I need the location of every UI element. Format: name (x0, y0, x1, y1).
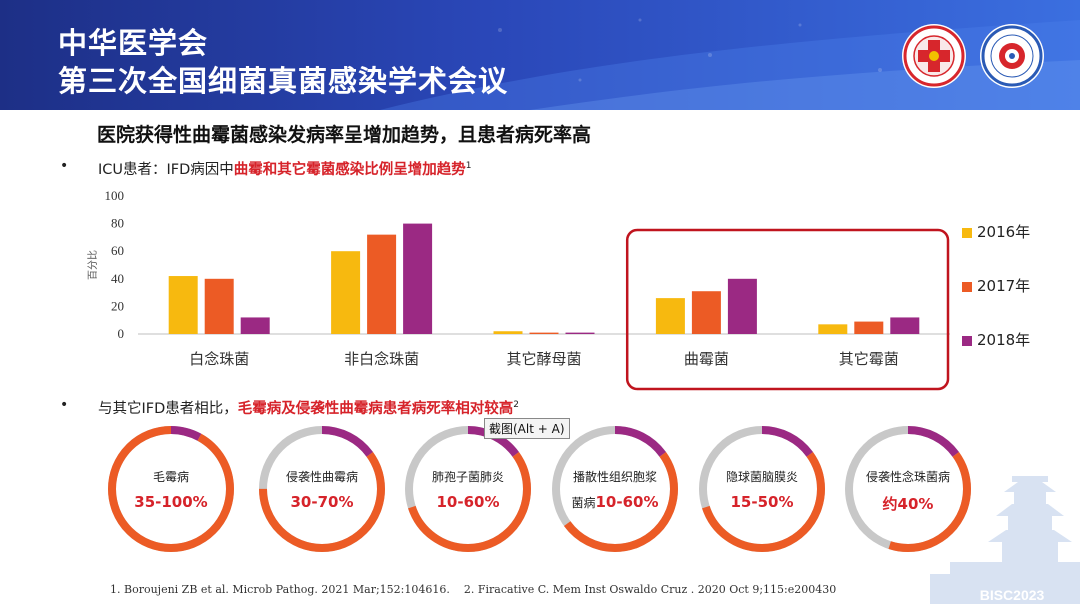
slide-subtitle: 医院获得性曲霉菌感染发病率呈增加趋势，且患者病死率高 (97, 124, 592, 146)
bullet-2: • (60, 397, 69, 413)
bar (691, 291, 721, 334)
conference-seal-logo (980, 24, 1044, 88)
mortality-ring-2: 侵袭性曲霉病 30-70% (253, 423, 391, 556)
ring-label: 播散性组织胞浆 (572, 470, 657, 484)
ring-value: 15-50% (730, 493, 794, 511)
reference-1: 1. Boroujeni ZB et al. Microb Pathog. 20… (110, 583, 450, 596)
temple-of-heaven-watermark: BISC2023 (930, 476, 1080, 604)
bar (403, 223, 433, 334)
ring-chart (259, 426, 385, 552)
bar (565, 332, 595, 334)
mortality-ring-4: 播散性组织胞浆 菌病10-60% (546, 423, 684, 556)
bar (890, 317, 920, 334)
mortality-ring-1: 毛霉病 35-100% (102, 423, 240, 556)
ring-arc-purple (552, 426, 678, 552)
bullet-text-2: 与其它IFD患者相比，毛霉病及侵袭性曲霉病患者病死率相对较高2 (98, 397, 519, 418)
ring-label: 毛霉病 (152, 470, 189, 484)
legend-item-2018: 2018年 (962, 329, 1030, 350)
x-tick-label: 非白念珠菌 (344, 350, 419, 368)
y-tick-label: 100 (105, 188, 125, 203)
ring-label-line2: 菌病 (571, 496, 596, 510)
bar (240, 317, 270, 334)
bullet-text-1-ref: 1 (465, 161, 472, 172)
watermark-text: BISC2023 (980, 587, 1045, 603)
references: 1. Boroujeni ZB et al. Microb Pathog. 20… (110, 583, 850, 596)
ring-value: 约40% (882, 495, 934, 513)
y-tick-label: 20 (111, 298, 124, 313)
bar (854, 321, 884, 334)
ring-arc-orange (699, 426, 825, 552)
ring-value: 35-100% (134, 493, 208, 511)
bullet-text-1-prefix: ICU患者：IFD病因中 (98, 162, 234, 178)
legend-swatch-2016 (962, 227, 972, 238)
bar (727, 278, 757, 334)
highlight-box (625, 228, 950, 391)
bar (818, 324, 848, 334)
bullet-1: • (60, 158, 69, 174)
x-tick-label: 其它酵母菌 (506, 350, 581, 368)
ring-arc-purple (259, 426, 385, 552)
ring-chart (108, 426, 234, 552)
y-tick-label: 80 (111, 216, 124, 231)
ring-label: 侵袭性念珠菌病 (865, 470, 950, 484)
ring-arc-orange (552, 426, 678, 552)
mortality-ring-5: 隐球菌脑膜炎 15-50% (693, 423, 831, 556)
legend-swatch-2018 (962, 335, 972, 346)
ring-arc-orange (845, 426, 971, 552)
legend-label-2018: 2018年 (977, 331, 1031, 349)
ring-value: 菌病10-60% (546, 493, 684, 511)
chinese-medical-association-logo (902, 24, 966, 88)
bullet-text-1-highlight: 曲霉和其它霉菌感染比例呈增加趋势 (233, 162, 466, 178)
bar (204, 278, 234, 334)
legend-label-2017: 2017年 (977, 277, 1031, 295)
ring-label: 侵袭性曲霉病 (285, 470, 358, 484)
header-title-line1: 中华医学会 (58, 26, 209, 60)
bar (655, 298, 685, 334)
ring-value-text: 10-60% (595, 493, 659, 511)
bar (168, 276, 198, 334)
ring-value: 30-70% (290, 493, 354, 511)
bar (493, 331, 523, 334)
legend-item-2016: 2016年 (962, 221, 1030, 242)
bullet-text-1: ICU患者：IFD病因中曲霉和其它霉菌感染比例呈增加趋势1 (98, 158, 472, 179)
legend-swatch-2017 (962, 281, 972, 292)
x-tick-label: 白念珠菌 (189, 350, 249, 368)
x-tick-label: 其它霉菌 (839, 350, 899, 368)
ring-label: 肺孢子菌肺炎 (431, 470, 504, 484)
ring-chart (845, 426, 971, 552)
bullet-text-2-highlight: 毛霉病及侵袭性曲霉病患者病死率相对较高 (237, 401, 514, 417)
ring-value: 10-60% (436, 493, 500, 511)
legend-item-2017: 2017年 (962, 275, 1030, 296)
y-tick-label: 0 (118, 326, 125, 341)
y-axis-label: 百分比 (87, 250, 99, 280)
ring-arc-purple (699, 426, 825, 552)
reference-2: 2. Firacative C. Mem Inst Oswaldo Cruz .… (463, 583, 837, 596)
y-tick-label: 60 (111, 243, 124, 258)
ring-arc-purple (405, 426, 531, 552)
ring-label: 隐球菌脑膜炎 (725, 470, 798, 484)
bar (331, 251, 361, 334)
legend-label-2016: 2016年 (977, 223, 1031, 241)
ring-chart (552, 426, 678, 552)
bullet-text-2-ref: 2 (513, 400, 520, 411)
mortality-ring-6: 侵袭性念珠菌病 约40% (839, 423, 977, 556)
header-banner: 中华医学会 第三次全国细菌真菌感染学术会议 (0, 0, 1080, 110)
y-tick-label: 40 (111, 271, 124, 286)
mortality-ring-3: 肺孢子菌肺炎 10-60% (399, 423, 537, 556)
x-tick-label: 曲霉菌 (684, 350, 729, 368)
ring-chart (405, 426, 531, 552)
ring-arc-orange (405, 426, 531, 552)
ring-arc-orange (259, 426, 385, 552)
ring-arc-orange (108, 426, 234, 552)
ring-arc-purple (845, 426, 971, 552)
header-title-line2: 第三次全国细菌真菌感染学术会议 (58, 64, 509, 98)
ring-chart (699, 426, 825, 552)
screenshot-tooltip: 截图(Alt + A) (484, 418, 570, 439)
bar (367, 234, 397, 334)
bar (529, 332, 559, 334)
bullet-text-2-prefix: 与其它IFD患者相比， (98, 401, 238, 417)
